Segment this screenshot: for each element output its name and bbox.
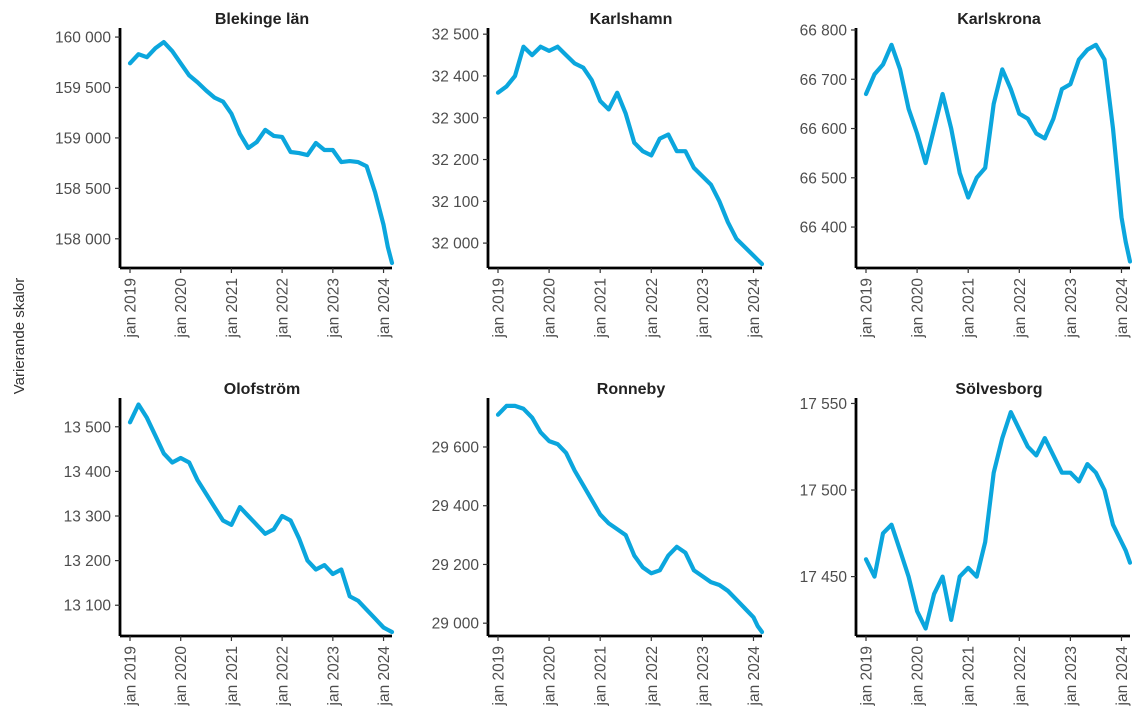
series-line — [495, 44, 765, 267]
panel-title: Blekinge län — [215, 11, 309, 28]
x-tick-label: jan 2019 — [491, 278, 508, 338]
panel-title: Ronneby — [597, 381, 666, 398]
y-tick-label: 32 400 — [432, 68, 480, 85]
x-tick-label: jan 2023 — [1063, 278, 1080, 338]
series-line — [495, 403, 765, 635]
x-tick-label: jan 2020 — [542, 646, 559, 707]
y-tick-label: 17 450 — [800, 569, 848, 586]
x-tick-label: jan 2023 — [1063, 646, 1080, 706]
panel-title: Karlshamn — [590, 11, 673, 28]
y-tick-label: 32 000 — [432, 236, 480, 253]
x-tick-label: jan 2022 — [275, 646, 292, 706]
y-tick-label: 32 200 — [432, 152, 480, 169]
x-tick-label: jan 2022 — [644, 646, 661, 706]
y-tick-label: 66 600 — [800, 121, 848, 138]
y-tick-label: 159 000 — [55, 130, 111, 147]
x-tick-label: jan 2022 — [644, 278, 661, 338]
y-tick-label: 160 000 — [55, 30, 111, 47]
y-tick-label: 158 000 — [55, 231, 111, 248]
x-tick-label: jan 2021 — [593, 278, 610, 338]
x-tick-label: jan 2023 — [325, 278, 342, 338]
x-tick-label: jan 2021 — [593, 646, 610, 706]
x-tick-label: jan 2020 — [910, 278, 927, 339]
x-tick-label: jan 2024 — [746, 278, 763, 339]
series-line — [863, 410, 1132, 631]
y-tick-label: 29 200 — [432, 557, 480, 574]
x-tick-label: jan 2024 — [746, 646, 763, 707]
y-tick-label: 13 100 — [64, 598, 112, 615]
x-tick-label: jan 2019 — [123, 278, 140, 338]
y-tick-label: 66 700 — [800, 72, 848, 89]
x-tick-label: jan 2020 — [173, 278, 190, 339]
y-tick-label: 66 800 — [800, 23, 848, 40]
x-tick-label: jan 2024 — [1114, 646, 1131, 707]
x-tick-label: jan 2021 — [224, 646, 241, 706]
panel-title: Olofström — [224, 381, 300, 398]
x-tick-label: jan 2024 — [376, 646, 393, 707]
x-tick-label: jan 2019 — [123, 646, 140, 706]
x-tick-label: jan 2020 — [173, 646, 190, 707]
x-tick-label: jan 2021 — [224, 278, 241, 338]
y-tick-label: 17 550 — [800, 396, 848, 413]
x-tick-label: jan 2020 — [542, 278, 559, 339]
y-tick-label: 13 300 — [64, 509, 112, 526]
y-tick-label: 32 300 — [432, 110, 480, 127]
x-tick-label: jan 2021 — [961, 278, 978, 338]
x-tick-label: jan 2022 — [275, 278, 292, 338]
x-tick-label: jan 2024 — [376, 278, 393, 339]
y-axis-label: Varierande skalor — [11, 278, 28, 394]
series-line — [863, 42, 1132, 264]
panel-title: Karlskrona — [957, 11, 1041, 28]
y-tick-label: 29 000 — [432, 616, 480, 633]
panel-title: Sölvesborg — [955, 381, 1042, 398]
x-tick-label: jan 2023 — [695, 646, 712, 706]
y-tick-label: 66 500 — [800, 170, 848, 187]
series-line — [127, 402, 395, 635]
y-tick-label: 17 500 — [800, 483, 848, 500]
x-tick-label: jan 2019 — [859, 278, 876, 338]
x-tick-label: jan 2020 — [910, 646, 927, 707]
x-tick-label: jan 2023 — [325, 646, 342, 706]
y-tick-label: 29 400 — [432, 498, 480, 515]
x-tick-label: jan 2019 — [491, 646, 508, 706]
y-tick-label: 159 500 — [55, 80, 111, 97]
y-tick-label: 32 100 — [432, 194, 480, 211]
y-tick-label: 158 500 — [55, 181, 111, 198]
y-tick-label: 29 600 — [432, 439, 480, 456]
y-tick-label: 13 200 — [64, 553, 112, 570]
y-tick-label: 32 500 — [432, 27, 480, 44]
x-tick-label: jan 2021 — [961, 646, 978, 706]
y-tick-label: 13 400 — [64, 464, 112, 481]
x-tick-label: jan 2022 — [1012, 646, 1029, 706]
series-line — [127, 39, 395, 266]
x-tick-label: jan 2022 — [1012, 278, 1029, 338]
x-tick-label: jan 2019 — [859, 646, 876, 706]
y-tick-label: 66 400 — [800, 220, 848, 237]
x-tick-label: jan 2023 — [695, 278, 712, 338]
x-tick-label: jan 2024 — [1114, 278, 1131, 339]
y-tick-label: 13 500 — [64, 419, 112, 436]
